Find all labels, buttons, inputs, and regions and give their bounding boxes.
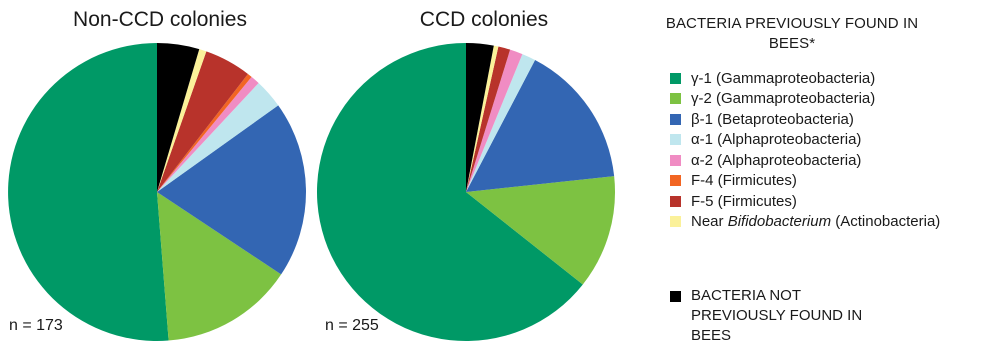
legend-item-not-previously-found: BACTERIA NOT PREVIOUSLY FOUND IN BEES bbox=[670, 286, 891, 346]
pie-slice-near-bifidobacterium bbox=[157, 49, 207, 193]
pie-slice-not-previously-found bbox=[157, 43, 200, 192]
legend-label: γ-1 (Gammaproteobacteria) bbox=[691, 69, 876, 87]
legend-label-suffix: (Actinobacteria) bbox=[831, 213, 941, 231]
sample-size-label-non-ccd: n = 173 bbox=[9, 317, 63, 334]
pie-slice-f-5 bbox=[157, 51, 248, 192]
sample-size-label-ccd: n = 255 bbox=[325, 317, 379, 334]
pie-slice-γ-2 bbox=[157, 192, 282, 341]
legend-swatch bbox=[670, 72, 681, 84]
legend-label-prefix: Near bbox=[691, 213, 728, 231]
chart-title-non-ccd: Non-CCD colonies bbox=[73, 8, 247, 31]
legend-swatch bbox=[670, 154, 681, 166]
legend-item-f-4: F-4 (Firmicutes) bbox=[670, 171, 940, 192]
legend-item-gamma-1: γ-1 (Gammaproteobacteria) bbox=[670, 68, 940, 89]
legend-swatch bbox=[670, 195, 681, 207]
legend-item-beta-1: β-1 (Betaproteobacteria) bbox=[670, 109, 940, 130]
legend-swatch bbox=[670, 93, 681, 105]
legend-item-f-5: F-5 (Firmicutes) bbox=[670, 191, 940, 212]
pie-slice-β-1 bbox=[157, 105, 307, 275]
legend-swatch bbox=[670, 291, 681, 302]
pie-slice-near-bifidobacterium bbox=[466, 45, 499, 193]
pie-slice-not-previously-found bbox=[466, 43, 494, 192]
pie-slice-β-1 bbox=[466, 59, 615, 192]
pie-slice-γ-2 bbox=[466, 176, 616, 285]
legend-label: BACTERIA NOT PREVIOUSLY FOUND IN BEES bbox=[691, 287, 863, 344]
pie-slice-α-1 bbox=[466, 54, 536, 192]
pie-chart-ccd bbox=[316, 43, 616, 341]
pie-slice-α-1 bbox=[157, 83, 279, 192]
legend-label: γ-2 (Gammaproteobacteria) bbox=[691, 90, 876, 108]
figure: Non-CCD colonies CCD colonies n = 173 n … bbox=[8, 8, 940, 344]
legend-swatch bbox=[670, 113, 681, 125]
pie-slice-α-2 bbox=[466, 49, 523, 192]
legend-label: Near Bifidobacterium (Actinobacteria) bbox=[691, 213, 940, 230]
legend-label: β-1 (Betaproteobacteria) bbox=[691, 110, 854, 128]
legend-label-genus: Bifidobacterium bbox=[727, 213, 832, 231]
legend-label: α-1 (Alphaproteobacteria) bbox=[691, 131, 862, 149]
legend-swatch bbox=[670, 175, 681, 187]
legend-swatch bbox=[670, 216, 681, 228]
pie-slice-γ-1 bbox=[316, 43, 583, 341]
chart-title-ccd: CCD colonies bbox=[419, 8, 549, 31]
legend-item-near-bifidobacterium: Near Bifidobacterium (Actinobacteria) bbox=[670, 212, 940, 233]
pie-slice-α-2 bbox=[157, 76, 259, 192]
legend-label: F-4 (Firmicutes) bbox=[691, 172, 797, 190]
pie-slice-f-4 bbox=[157, 73, 252, 192]
legend-item-gamma-2: γ-2 (Gammaproteobacteria) bbox=[670, 89, 940, 110]
legend-label: α-2 (Alphaproteobacteria) bbox=[691, 151, 862, 169]
legend-swatch bbox=[670, 134, 681, 146]
legend: γ-1 (Gammaproteobacteria) γ-2 (Gammaprot… bbox=[670, 68, 940, 232]
legend-item-alpha-1: α-1 (Alphaproteobacteria) bbox=[670, 130, 940, 151]
pie-slice-f-5 bbox=[466, 46, 511, 193]
legend-label: F-5 (Firmicutes) bbox=[691, 192, 797, 210]
legend-item-alpha-2: α-2 (Alphaproteobacteria) bbox=[670, 150, 940, 171]
legend-heading: BACTERIA PREVIOUSLY FOUND IN BEES* bbox=[665, 15, 919, 52]
pie-slice-γ-1 bbox=[8, 43, 169, 342]
pie-chart-non-ccd bbox=[8, 43, 307, 342]
